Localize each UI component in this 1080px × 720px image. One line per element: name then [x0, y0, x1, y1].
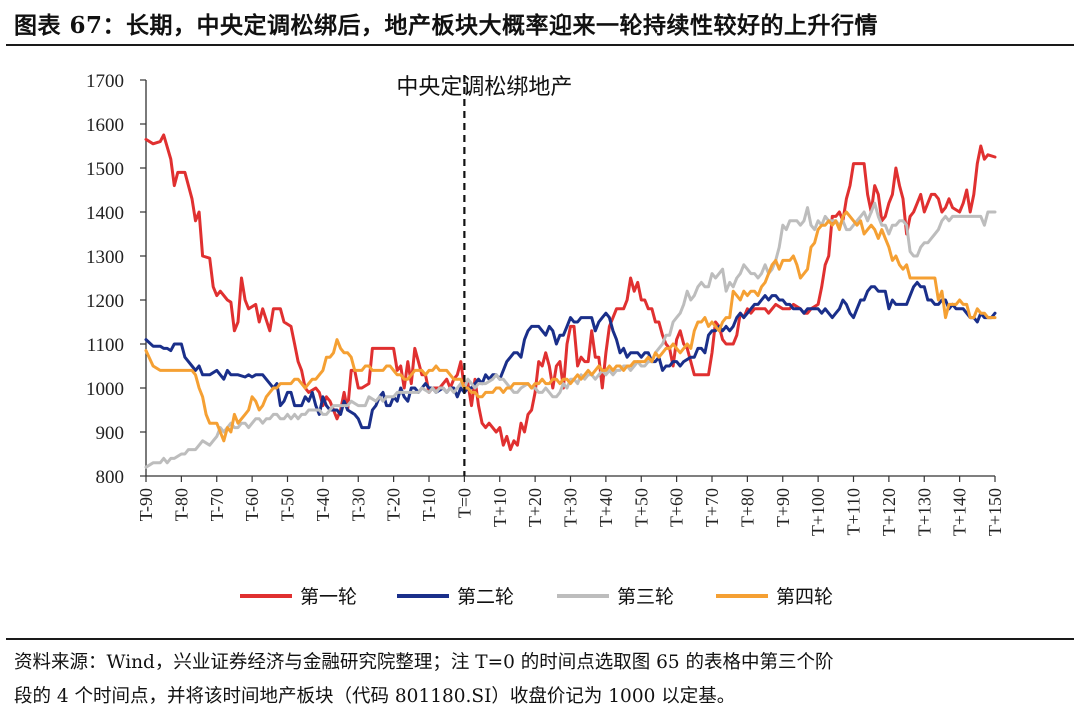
- legend-label-1: 第一轮: [300, 586, 357, 608]
- y-tick-label: 1700: [86, 71, 124, 92]
- x-tick-label: T-50: [278, 488, 298, 521]
- x-tick-label: T+50: [631, 488, 651, 527]
- legend-label-2: 第二轮: [457, 586, 514, 608]
- title-rule: [6, 44, 1074, 46]
- legend-label-3: 第三轮: [617, 586, 674, 608]
- source-rule: [6, 638, 1074, 640]
- x-tick-label: T+70: [702, 488, 722, 527]
- line-chart: 800 900 1000 1100 1200 1300 1400 1500 1600 1700 T…: [86, 71, 1005, 608]
- policy-marker: 中央定调松绑地产: [396, 75, 572, 476]
- source-line-2: 段的 4 个时间点，并将该时间地产板块（代码 801180.SI）收盘价记为 1…: [14, 686, 736, 707]
- series-lines: [144, 133, 997, 469]
- chart-title: 图表 67：长期，中央定调松绑后，地产板块大概率迎来一轮持续性较好的上升行情: [14, 12, 879, 39]
- legend-label-4: 第四轮: [776, 586, 833, 608]
- source-line-1: 资料来源：Wind，兴业证券经济与金融研究院整理；注 T=0 的时间点选取图 6…: [14, 652, 834, 673]
- x-tick-label: T+40: [596, 488, 616, 527]
- x-tick-label: T+90: [773, 488, 793, 527]
- x-tick-label: T-90: [136, 488, 156, 521]
- y-tick-label: 1100: [87, 335, 124, 356]
- y-axis: 800 900 1000 1100 1200 1300 1400 1500 1600 1700: [86, 71, 147, 488]
- x-tick-label: T+20: [525, 488, 545, 527]
- x-tick-label: T+10: [490, 488, 510, 527]
- x-tick-label: T+30: [561, 488, 581, 527]
- x-axis: T-90 T-80 T-70 T-60 T-50 T-40 T-30 T-20 T-10 T=0 T…: [136, 475, 1005, 536]
- y-tick-label: 1500: [86, 159, 124, 180]
- y-tick-label: 1600: [86, 115, 124, 136]
- x-tick-label: T-80: [171, 488, 191, 521]
- x-tick-label: T+100: [808, 488, 828, 536]
- x-tick-label: T-60: [242, 488, 262, 521]
- series-line-4: [144, 210, 997, 443]
- y-tick-label: 1000: [86, 379, 124, 400]
- x-tick-label: T+110: [844, 488, 864, 535]
- x-tick-label: T-70: [207, 488, 227, 521]
- x-tick-label: T-30: [348, 488, 368, 521]
- x-tick-label: T+150: [985, 488, 1005, 536]
- x-tick-label: T+120: [879, 488, 899, 536]
- series-line-3: [144, 201, 997, 469]
- y-tick-label: 1400: [86, 203, 124, 224]
- y-tick-label: 800: [96, 467, 125, 488]
- x-tick-label: T+80: [737, 488, 757, 527]
- x-tick-label: T-40: [313, 488, 333, 521]
- series-line-2: [144, 280, 997, 430]
- x-tick-label: T+130: [914, 488, 934, 536]
- x-tick-label: T-10: [419, 488, 439, 521]
- x-tick-label: T-20: [384, 488, 404, 521]
- y-tick-label: 1200: [86, 291, 124, 312]
- policy-label: 中央定调松绑地产: [396, 75, 572, 100]
- source-note: 资料来源：Wind，兴业证券经济与金融研究院整理；注 T=0 的时间点选取图 6…: [14, 646, 1064, 714]
- x-tick-label: T=0: [454, 488, 474, 518]
- y-tick-label: 1300: [86, 247, 124, 268]
- legend: 第一轮 第二轮 第三轮 第四轮: [240, 586, 833, 608]
- y-tick-label: 900: [96, 423, 125, 444]
- x-tick-label: T+140: [950, 488, 970, 536]
- x-tick-label: T+60: [667, 488, 687, 527]
